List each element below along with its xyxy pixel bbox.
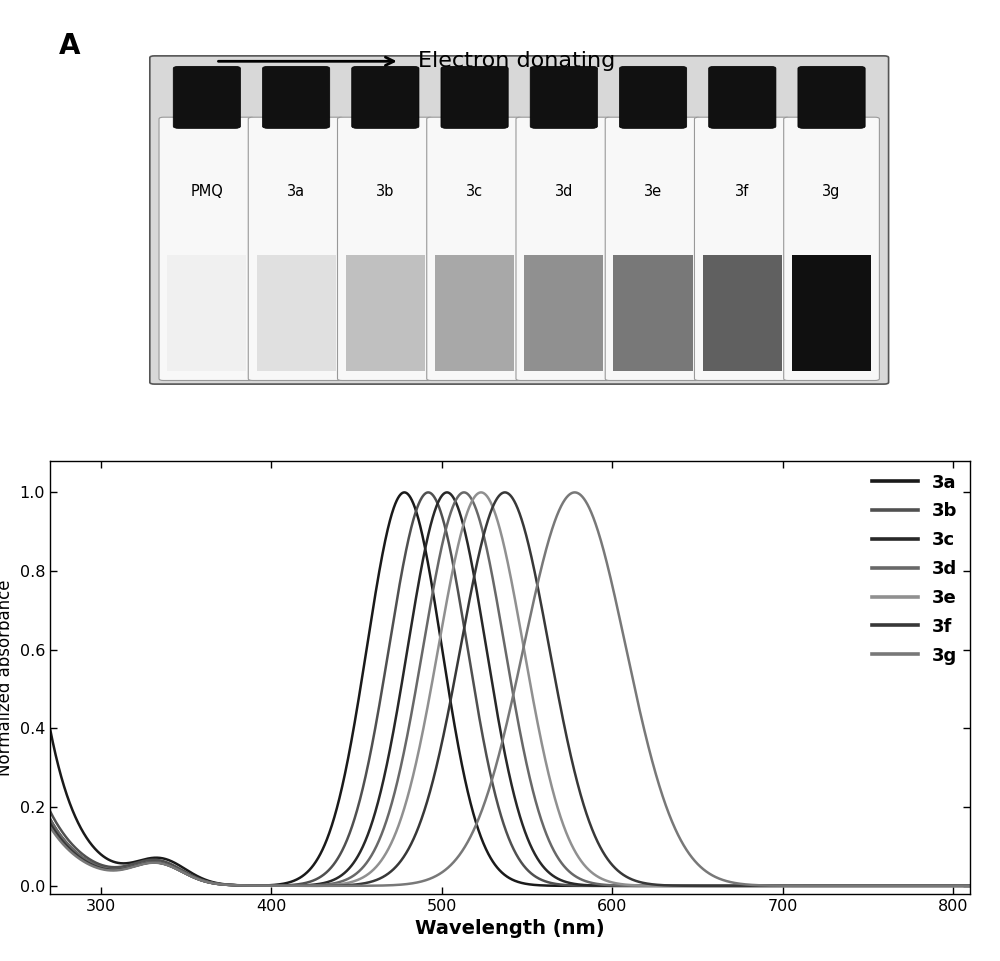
Text: 3b: 3b <box>376 185 395 199</box>
Bar <box>703 255 782 372</box>
FancyBboxPatch shape <box>427 117 522 381</box>
FancyBboxPatch shape <box>150 56 889 384</box>
Y-axis label: Normalized absorbance: Normalized absorbance <box>0 579 14 776</box>
FancyBboxPatch shape <box>262 66 330 129</box>
Text: 3f: 3f <box>735 185 749 199</box>
FancyBboxPatch shape <box>530 66 597 129</box>
FancyBboxPatch shape <box>159 117 255 381</box>
Text: 3e: 3e <box>644 185 662 199</box>
Text: 3g: 3g <box>822 185 841 199</box>
FancyBboxPatch shape <box>338 117 433 381</box>
FancyBboxPatch shape <box>605 117 701 381</box>
Bar <box>167 255 246 372</box>
FancyBboxPatch shape <box>784 117 879 381</box>
Bar <box>346 255 425 372</box>
Bar <box>613 255 693 372</box>
FancyBboxPatch shape <box>441 66 508 129</box>
Text: PMQ: PMQ <box>190 185 223 199</box>
FancyBboxPatch shape <box>516 117 612 381</box>
Bar <box>524 255 603 372</box>
Text: Electron donating: Electron donating <box>418 51 615 71</box>
FancyBboxPatch shape <box>709 66 776 129</box>
Text: 3c: 3c <box>466 185 483 199</box>
FancyBboxPatch shape <box>619 66 687 129</box>
Bar <box>257 255 336 372</box>
FancyBboxPatch shape <box>694 117 790 381</box>
Text: 3a: 3a <box>287 185 305 199</box>
Bar <box>435 255 514 372</box>
FancyBboxPatch shape <box>173 66 240 129</box>
Text: 3d: 3d <box>555 185 573 199</box>
Text: A: A <box>59 33 81 61</box>
FancyBboxPatch shape <box>798 66 865 129</box>
Bar <box>792 255 871 372</box>
FancyBboxPatch shape <box>248 117 344 381</box>
X-axis label: Wavelength (nm): Wavelength (nm) <box>415 919 605 938</box>
Legend: 3a, 3b, 3c, 3d, 3e, 3f, 3g: 3a, 3b, 3c, 3d, 3e, 3f, 3g <box>869 470 961 668</box>
FancyBboxPatch shape <box>352 66 419 129</box>
